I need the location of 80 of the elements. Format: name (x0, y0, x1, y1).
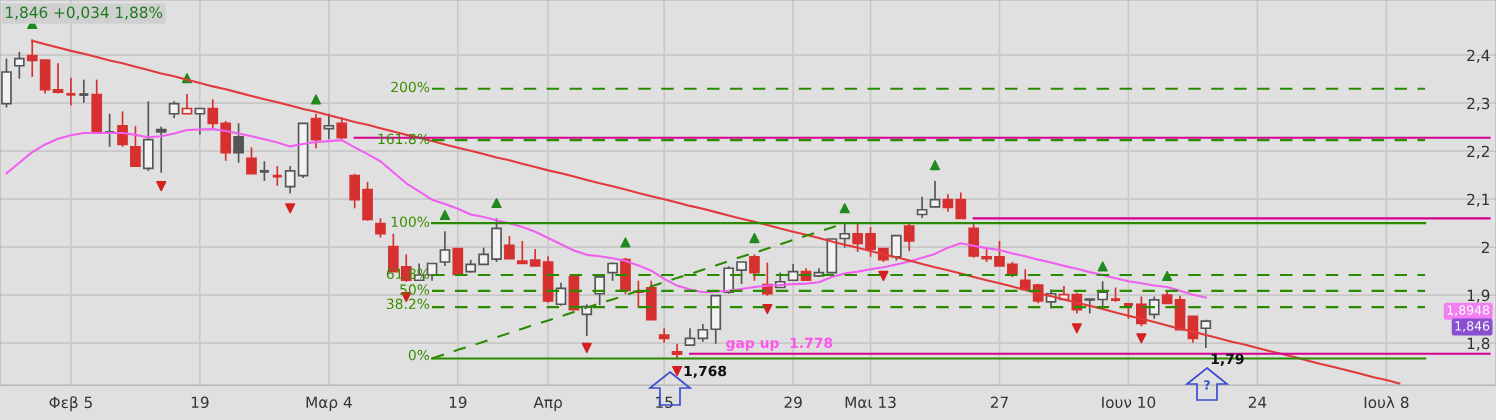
candlestick (13, 50, 25, 80)
x-tick-label: Μαρ 4 (306, 396, 352, 412)
x-tick-label: 29 (784, 396, 802, 409)
annotation: 1,8948 (1447, 305, 1490, 317)
annotation: 0% (408, 349, 430, 361)
point (929, 160, 941, 171)
candlestick (194, 107, 206, 136)
point (620, 237, 631, 248)
point (439, 209, 451, 221)
point (839, 203, 850, 214)
x-tick-label: Απρ (533, 396, 562, 412)
candlestick (1200, 318, 1212, 349)
point (762, 303, 773, 315)
x-tick-label: 19 (449, 396, 467, 409)
candlestick (233, 122, 244, 164)
x-tick-label: 27 (990, 396, 1008, 408)
y-tick-label: 1,8 (1467, 337, 1490, 351)
candlestick (310, 112, 322, 150)
point (156, 181, 167, 192)
candlestick (1135, 295, 1147, 328)
candlestick (349, 172, 361, 210)
annotation: 50% (400, 284, 430, 295)
point (749, 232, 760, 244)
y-tick-label: 2,4 (1467, 49, 1490, 63)
x-tick-label: 19 (191, 396, 209, 409)
y-tick-label: 2 (1481, 241, 1489, 253)
candlestick (516, 240, 528, 265)
candlestick (258, 160, 271, 182)
candlestick (77, 78, 90, 104)
x-tick-label: Ιουλ 8 (1364, 396, 1409, 409)
point (310, 94, 322, 105)
candlestick (65, 76, 77, 107)
x-tick-label: Ιουν 10 (1102, 396, 1156, 409)
x-tick-label: Φεβ 5 (49, 396, 92, 412)
candlestick (865, 226, 876, 258)
annotation: gap up 1.778 (726, 337, 833, 351)
candlestick (155, 125, 167, 174)
candlestick (929, 180, 941, 209)
candlestick (1097, 280, 1109, 308)
annotation: 100% (391, 216, 430, 228)
candlestick (439, 230, 451, 267)
annotation: 1,846 (1455, 321, 1490, 332)
candlestick (246, 146, 257, 175)
candlestick (903, 222, 915, 252)
candlestick (916, 195, 928, 219)
candlestick (284, 165, 296, 195)
candlestick (207, 98, 219, 130)
point (491, 197, 502, 209)
candlestick (375, 217, 386, 239)
y-tick-label: 2,1 (1467, 193, 1490, 207)
annotation: 38.2% (386, 298, 430, 310)
y-tick-label: 2,3 (1467, 97, 1490, 111)
candlestick (994, 240, 1005, 267)
point (1136, 333, 1147, 344)
point (1071, 323, 1082, 334)
candlestick (117, 110, 128, 148)
candlestick (271, 165, 284, 187)
annotation: 200% (391, 81, 430, 93)
candlestick (839, 222, 851, 249)
chart-title: 1,846 +0,034 1,88% (6, 6, 163, 20)
point (671, 365, 683, 377)
point (878, 270, 889, 282)
x-tick-label: 24 (1248, 396, 1267, 408)
candlestick (130, 125, 141, 167)
candlestick (181, 93, 193, 115)
y-tick-label: 2,2 (1467, 145, 1489, 159)
candlestick (504, 235, 515, 260)
annotation: 1,768 (684, 365, 727, 378)
point (285, 203, 296, 214)
y-tick-label: 1,9 (1467, 289, 1490, 303)
candlestick (52, 62, 64, 95)
point (581, 342, 592, 354)
candlestick (736, 261, 747, 285)
x-tick-label: Μαι 13 (845, 396, 896, 409)
annotation: ? (1204, 380, 1210, 390)
candlestick (890, 234, 902, 262)
candlestick (955, 191, 967, 220)
candlestick (852, 222, 863, 253)
candlestick (749, 253, 760, 282)
point (1097, 261, 1108, 272)
